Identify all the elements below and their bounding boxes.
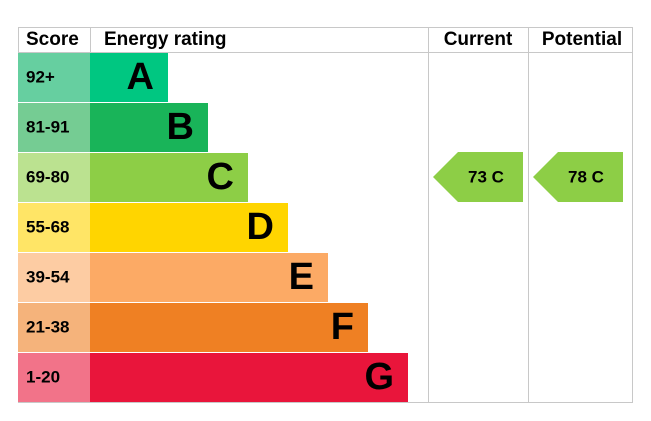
score-cell	[18, 53, 90, 102]
current-arrow	[433, 152, 523, 202]
rating-bar	[90, 253, 328, 302]
score-cell	[18, 153, 90, 202]
score-cell	[18, 253, 90, 302]
score-cell	[18, 103, 90, 152]
score-label: 92+	[26, 67, 55, 86]
rating-letter: F	[331, 306, 354, 348]
score-cell	[18, 203, 90, 252]
potential-arrow	[533, 152, 623, 202]
score-cell	[18, 303, 90, 352]
rating-letter: D	[247, 206, 274, 248]
rating-letter: B	[167, 106, 194, 148]
current-label: 73 C	[468, 167, 504, 186]
rating-bar	[90, 103, 208, 152]
rating-letter: A	[127, 56, 154, 98]
score-label: 81-91	[26, 117, 69, 136]
rating-bar	[90, 203, 288, 252]
potential-label: 78 C	[568, 167, 604, 186]
header-rating: Energy rating	[104, 29, 226, 50]
rating-letter: C	[207, 156, 234, 198]
score-cell	[18, 353, 90, 402]
rating-letter: E	[289, 256, 314, 298]
score-label: 69-80	[26, 167, 69, 186]
rating-letter: G	[364, 356, 394, 398]
score-label: 55-68	[26, 217, 69, 236]
header-current: Current	[444, 29, 513, 50]
rating-bar	[90, 353, 408, 402]
rating-bar	[90, 153, 248, 202]
rating-bar	[90, 303, 368, 352]
rating-bar	[90, 53, 168, 102]
score-label: 39-54	[26, 267, 70, 286]
score-label: 1-20	[26, 367, 60, 386]
header-potential: Potential	[542, 29, 622, 50]
header-score: Score	[26, 29, 79, 50]
score-label: 21-38	[26, 317, 69, 336]
